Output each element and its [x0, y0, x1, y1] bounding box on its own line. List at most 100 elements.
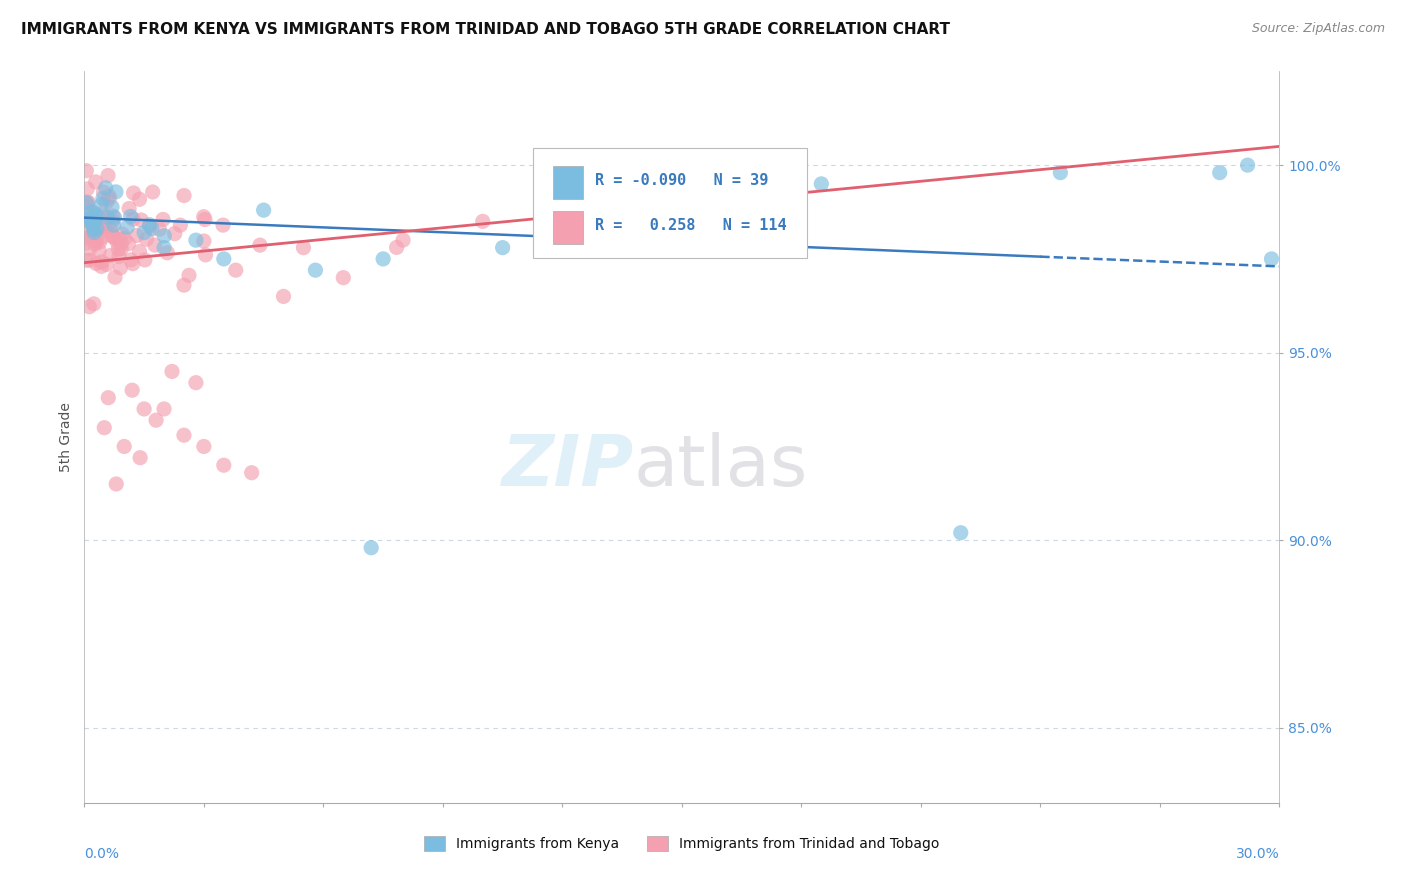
- Point: [125, 228, 148, 243]
- Point: [75, 230, 97, 244]
- Point: [169, 218, 191, 232]
- Point: [80, 229, 103, 244]
- Point: [90, 260, 112, 274]
- Point: [96, 258, 118, 272]
- Point: [128, 192, 150, 206]
- Point: [148, 222, 170, 236]
- FancyBboxPatch shape: [533, 148, 807, 258]
- Point: [82, 218, 104, 232]
- Point: [117, 236, 139, 251]
- Point: [80, 204, 103, 219]
- Point: [97, 169, 120, 183]
- Text: Source: ZipAtlas.com: Source: ZipAtlas.com: [1251, 22, 1385, 36]
- Point: [97, 391, 120, 405]
- Point: [471, 214, 494, 228]
- Text: 0.0%: 0.0%: [84, 847, 120, 861]
- Point: [90, 255, 112, 269]
- Point: [273, 289, 295, 303]
- Legend: Immigrants from Kenya, Immigrants from Trinidad and Tobago: Immigrants from Kenya, Immigrants from T…: [418, 830, 946, 858]
- Point: [84, 206, 107, 220]
- Point: [104, 270, 127, 285]
- Point: [121, 257, 143, 271]
- Point: [132, 226, 156, 240]
- Point: [90, 197, 112, 211]
- Point: [225, 263, 247, 277]
- Point: [79, 211, 101, 225]
- Point: [93, 217, 115, 231]
- Point: [107, 242, 129, 256]
- Point: [94, 181, 117, 195]
- Point: [100, 223, 122, 237]
- Point: [145, 413, 167, 427]
- Point: [152, 212, 174, 227]
- Point: [160, 364, 183, 378]
- Point: [98, 189, 121, 203]
- Point: [75, 236, 97, 251]
- Text: R = -0.090   N = 39: R = -0.090 N = 39: [595, 173, 768, 188]
- Point: [90, 230, 112, 244]
- Point: [112, 440, 135, 454]
- Point: [110, 260, 132, 275]
- Point: [97, 211, 120, 225]
- Point: [89, 235, 111, 249]
- Point: [96, 211, 118, 225]
- Point: [132, 401, 156, 416]
- Point: [79, 242, 101, 256]
- Point: [80, 212, 103, 227]
- Point: [107, 235, 129, 250]
- Point: [84, 256, 107, 270]
- Point: [153, 228, 176, 243]
- Y-axis label: 5th Grade: 5th Grade: [59, 402, 73, 472]
- Point: [184, 233, 207, 247]
- Point: [373, 252, 395, 266]
- Point: [84, 175, 107, 189]
- Point: [93, 420, 115, 434]
- Point: [253, 203, 276, 218]
- Point: [91, 192, 114, 206]
- Point: [138, 218, 160, 232]
- Point: [1236, 158, 1258, 172]
- Point: [292, 241, 315, 255]
- Point: [194, 212, 217, 227]
- Point: [93, 185, 115, 199]
- Point: [83, 214, 105, 228]
- Point: [86, 222, 108, 236]
- Point: [142, 185, 165, 199]
- Point: [114, 232, 136, 246]
- Point: [90, 212, 112, 227]
- Point: [193, 234, 215, 248]
- Point: [212, 252, 235, 266]
- Point: [83, 222, 105, 236]
- Point: [173, 428, 195, 442]
- Point: [184, 376, 207, 390]
- Point: [80, 217, 103, 231]
- Point: [108, 250, 131, 264]
- Point: [163, 227, 186, 241]
- Point: [83, 233, 105, 247]
- Point: [87, 221, 110, 235]
- Point: [492, 241, 515, 255]
- Point: [1049, 166, 1071, 180]
- Point: [173, 278, 195, 293]
- Point: [76, 253, 98, 268]
- Point: [79, 253, 101, 268]
- Point: [360, 541, 382, 555]
- Point: [100, 248, 122, 262]
- Point: [120, 252, 142, 267]
- Point: [118, 202, 141, 216]
- Point: [156, 245, 179, 260]
- Point: [84, 207, 107, 221]
- Point: [134, 252, 156, 267]
- Point: [193, 210, 215, 224]
- Point: [94, 195, 117, 210]
- Point: [94, 223, 117, 237]
- Text: ZIP: ZIP: [502, 432, 634, 500]
- Text: R =   0.258   N = 114: R = 0.258 N = 114: [595, 218, 786, 233]
- Point: [75, 163, 97, 178]
- Point: [75, 212, 97, 227]
- Point: [212, 458, 235, 473]
- Point: [77, 300, 100, 314]
- Point: [90, 210, 112, 224]
- Text: 30.0%: 30.0%: [1236, 847, 1279, 861]
- Point: [83, 226, 105, 240]
